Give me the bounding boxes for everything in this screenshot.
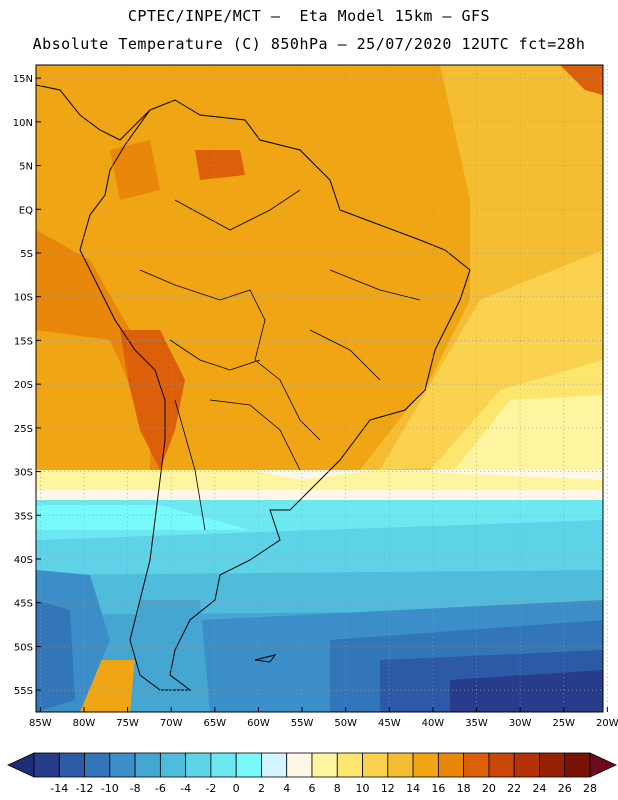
lon-tick-label: 25W	[552, 718, 575, 729]
legend-underflow-arrow	[7, 752, 35, 778]
legend-label: 14	[406, 782, 420, 795]
longitude-axis: 85W 80W 75W 70W 65W 60W 55W 50W 45W 40W 35W 30W 25W 2…	[29, 707, 618, 729]
legend-label: 18	[457, 782, 471, 795]
legend-swatch	[488, 752, 515, 778]
legend-label: 20	[482, 782, 496, 795]
lon-tick-label: 65W	[204, 718, 227, 729]
lon-tick-label: 70W	[160, 718, 183, 729]
legend-label: 26	[558, 782, 572, 795]
legend-label: 16	[431, 782, 445, 795]
legend-label: 6	[309, 782, 316, 795]
lat-tick-label: 5S	[20, 249, 33, 260]
legend-label: -4	[180, 782, 191, 795]
legend-swatch	[463, 752, 490, 778]
legend-swatch	[33, 752, 60, 778]
lon-tick-label: 50W	[334, 718, 357, 729]
legend-label: 28	[583, 782, 597, 795]
lat-tick-label: 10S	[14, 293, 33, 304]
lat-tick-label: 55S	[14, 686, 33, 697]
legend-swatch	[564, 752, 591, 778]
legend-label: 10	[356, 782, 370, 795]
lon-tick-label: 75W	[116, 718, 139, 729]
legend-swatch	[336, 752, 363, 778]
legend-swatch	[134, 752, 161, 778]
legend-swatch	[437, 752, 465, 778]
legend-label: -2	[205, 782, 216, 795]
lat-tick-label: EQ	[19, 205, 33, 216]
legend-swatch	[109, 752, 136, 778]
plot-frame	[35, 64, 604, 713]
legend-label: 12	[381, 782, 395, 795]
lat-tick-label: 15S	[14, 336, 33, 347]
legend-swatch	[362, 752, 389, 778]
legend-label: -12	[76, 782, 94, 795]
legend-label: 22	[507, 782, 521, 795]
lat-tick-label: 5N	[19, 162, 33, 173]
lon-tick-label: 55W	[291, 718, 314, 729]
legend-label: -10	[101, 782, 119, 795]
lon-tick-label: 60W	[247, 718, 270, 729]
legend-label: 4	[283, 782, 290, 795]
legend-label: 8	[334, 782, 341, 795]
lat-tick-label: 20S	[14, 380, 33, 391]
legend-swatch	[539, 752, 566, 778]
legend-overflow-arrow	[589, 752, 617, 778]
legend-swatch	[159, 752, 187, 778]
lon-tick-label: 80W	[73, 718, 96, 729]
lat-lon-grid	[36, 65, 608, 712]
coastline	[36, 84, 471, 691]
lat-tick-label: 45S	[14, 599, 33, 610]
lat-tick-label: 40S	[14, 555, 33, 566]
legend-label: -14	[50, 782, 68, 795]
legend-swatch	[235, 752, 262, 778]
legend-label: 0	[233, 782, 240, 795]
lat-tick-label: 15N	[13, 74, 33, 85]
lat-tick-label: 30S	[14, 468, 33, 479]
legend-swatch	[261, 752, 288, 778]
legend-label: -6	[155, 782, 166, 795]
lon-tick-label: 45W	[378, 718, 401, 729]
legend-swatch	[185, 752, 212, 778]
temperature-field	[36, 65, 603, 712]
legend-swatch	[513, 752, 540, 778]
legend-swatch	[387, 752, 414, 778]
map-subtitle: Absolute Temperature (C) 850hPa – 25/07/…	[32, 35, 586, 53]
legend-swatch	[58, 752, 85, 778]
lon-tick-label: 85W	[29, 718, 52, 729]
legend-label: -8	[130, 782, 141, 795]
legend-swatch	[286, 752, 313, 778]
legend-label: 24	[532, 782, 546, 795]
lat-tick-label: 35S	[14, 511, 33, 522]
legend-swatch	[84, 752, 111, 778]
lon-tick-label: 40W	[422, 718, 445, 729]
lat-tick-label: 10N	[13, 118, 33, 129]
color-legend: -14 -12 -10 -8 -6 -4 -2 0 2 4 6 8 10 12 14 16 18 20 22 24 26…	[7, 752, 617, 795]
legend-swatch	[311, 752, 338, 778]
legend-swatch	[210, 752, 237, 778]
legend-label: 2	[258, 782, 265, 795]
lat-tick-label: 50S	[14, 642, 33, 653]
legend-swatch	[412, 752, 439, 778]
lon-tick-label: 30W	[509, 718, 532, 729]
lat-tick-label: 25S	[14, 424, 33, 435]
map-title: CPTEC/INPE/MCT – Eta Model 15km – GFS	[127, 7, 491, 25]
lon-tick-label: 35W	[465, 718, 488, 729]
latitude-axis: 15N 10N 5N EQ 5S 10S 15S 20S 25S 30S 35S 40S 45S 50S 5…	[13, 74, 41, 697]
lon-tick-label: 20W	[596, 718, 618, 729]
